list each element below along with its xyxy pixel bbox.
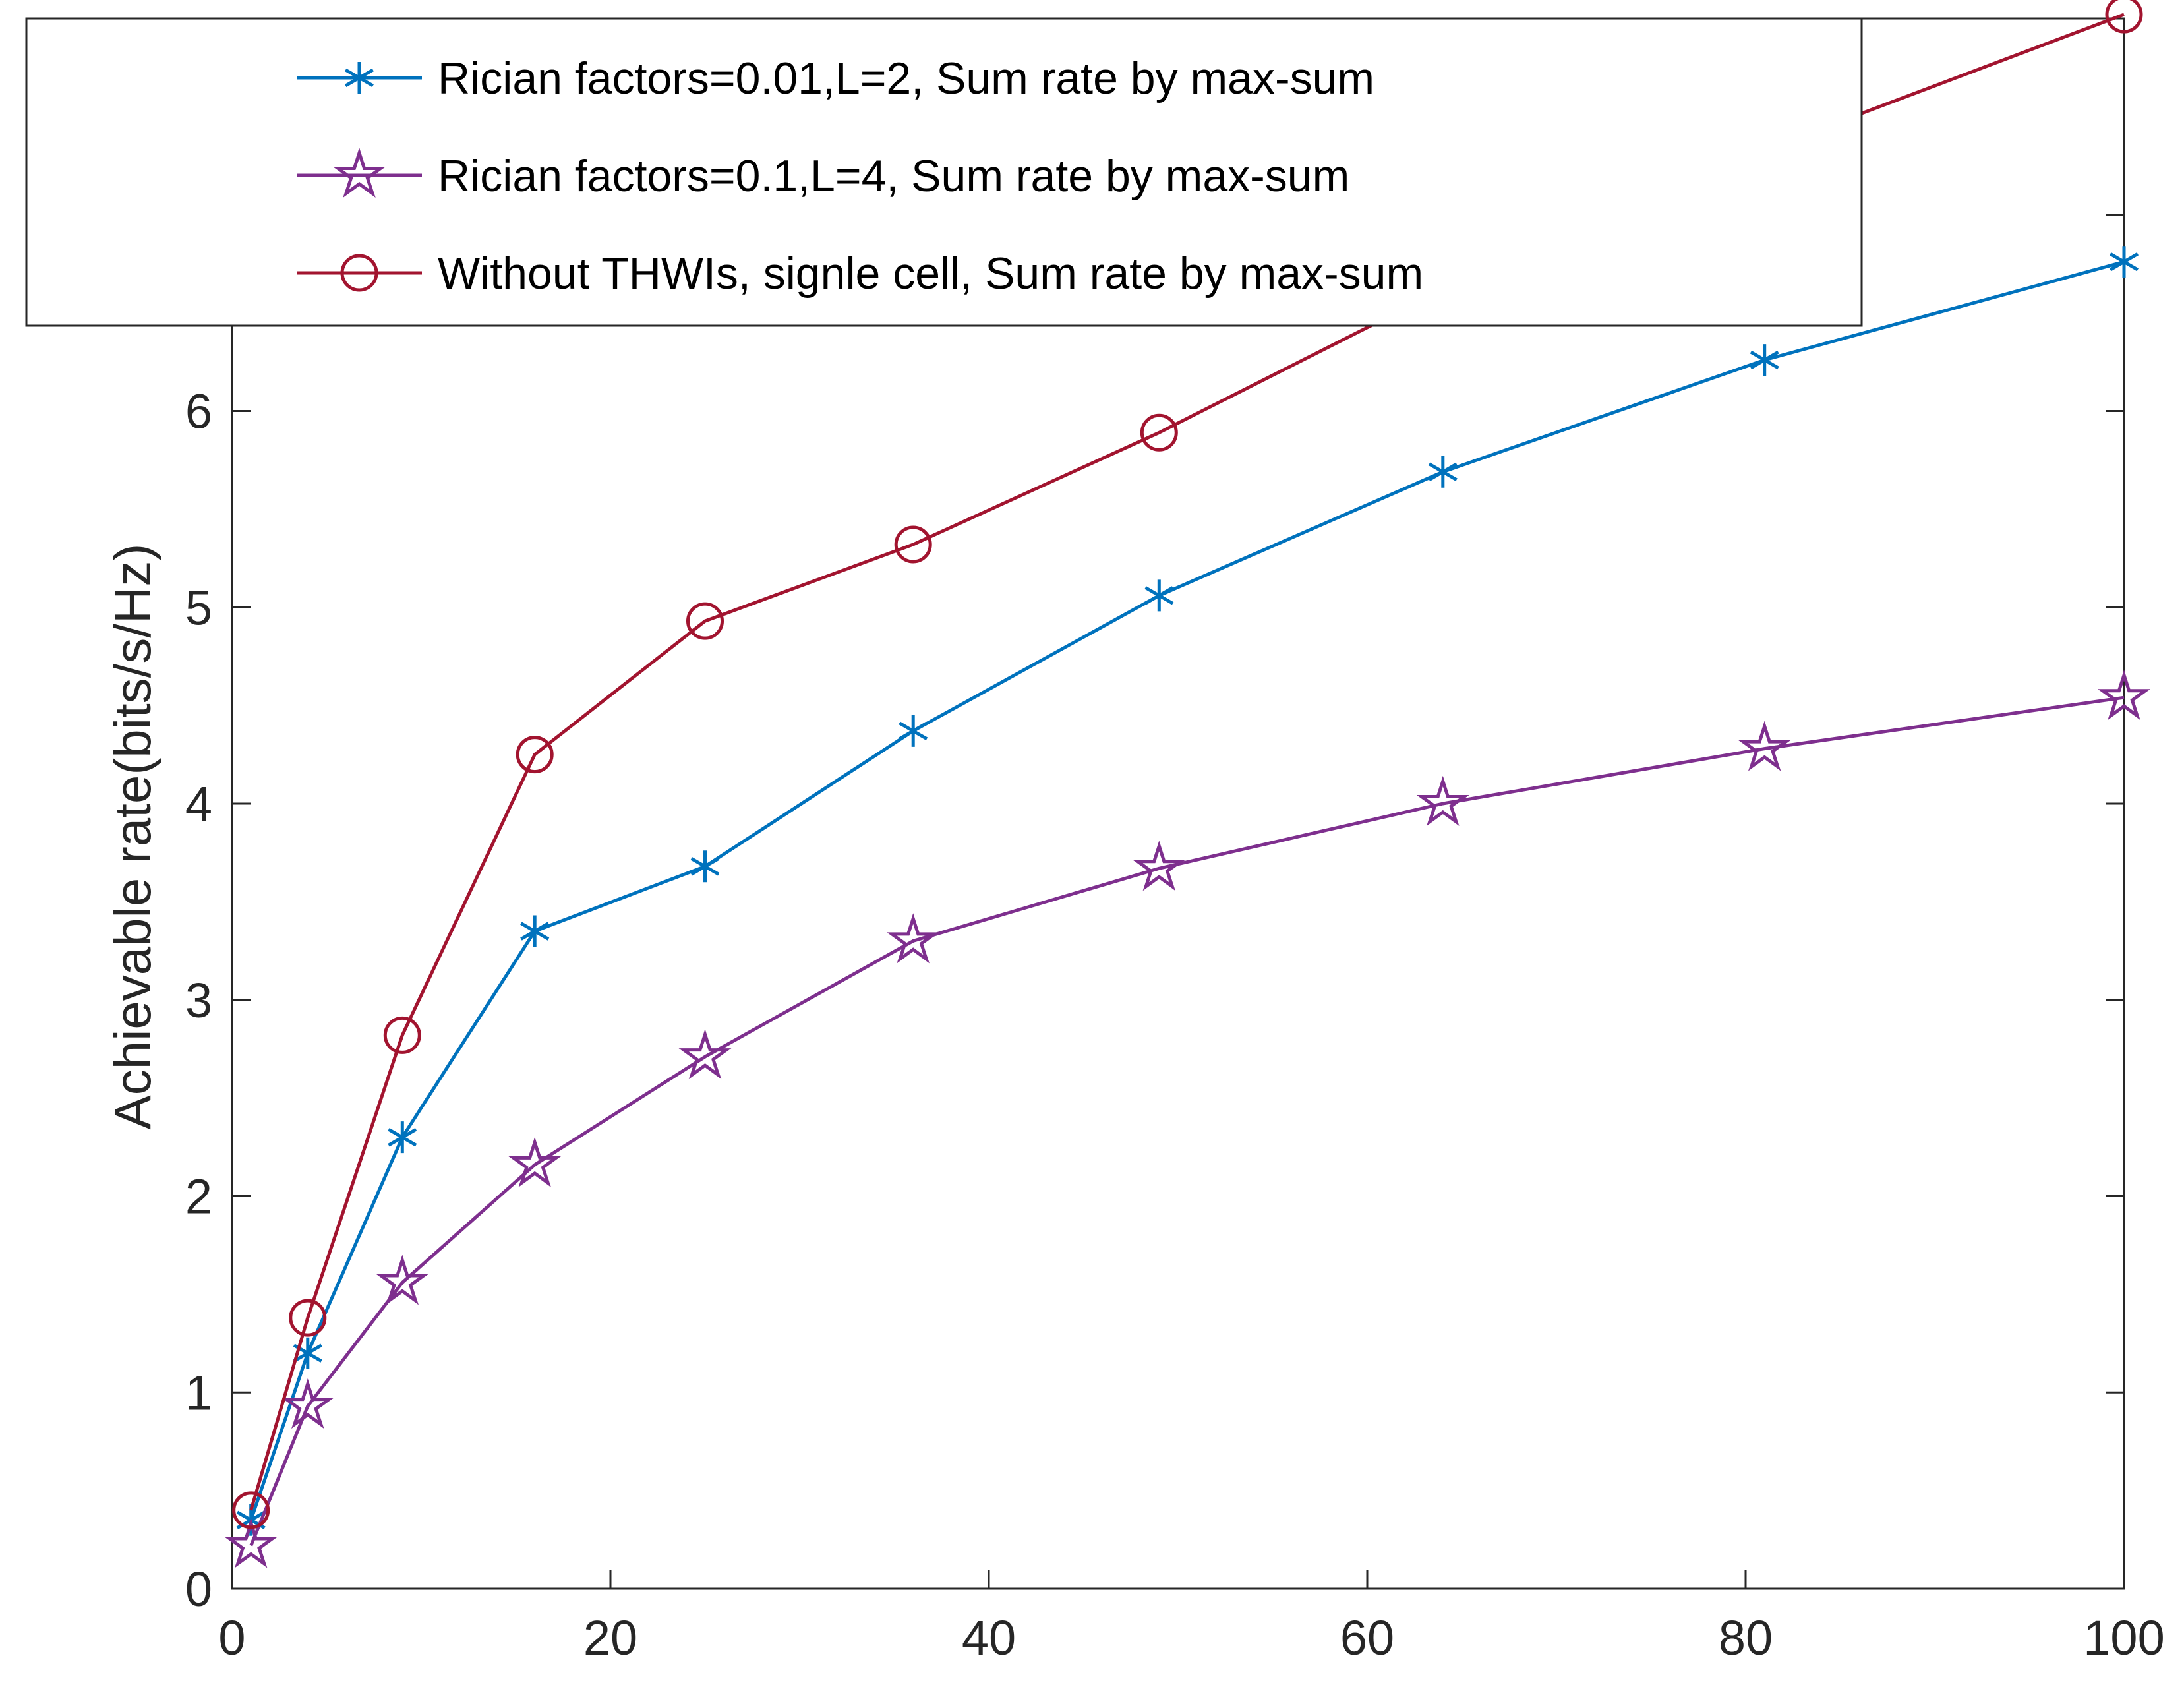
series-1-point [2109, 246, 2139, 278]
legend-marker-3 [340, 254, 378, 292]
series-2-point [224, 1518, 278, 1568]
series-1-point [520, 915, 550, 947]
series-2-point [376, 1255, 429, 1305]
series-3-point [289, 1299, 327, 1337]
y-axis-label: Achievable rate(bits/s/Hz) [103, 544, 162, 1130]
y-tick-label: 5 [185, 580, 212, 635]
legend-marker-2 [333, 147, 386, 198]
y-tick-label: 3 [185, 973, 212, 1028]
series-3-point [232, 1491, 270, 1529]
series-1-point [1144, 579, 1174, 612]
y-tick-label: 4 [185, 777, 212, 831]
series-3-point [894, 525, 932, 564]
legend: Rician factors=0.01,L=2, Sum rate by max… [25, 17, 1863, 327]
legend-marker-1 [344, 62, 374, 94]
series-2-point [1738, 721, 1791, 771]
series-1-point [1750, 344, 1779, 376]
y-tick-label: 0 [185, 1562, 212, 1616]
x-tick-label: 0 [218, 1610, 245, 1665]
y-tick-label: 2 [185, 1169, 212, 1224]
series-3-point [383, 1016, 421, 1054]
series-3-point [2105, 0, 2143, 34]
series-2-point [508, 1137, 562, 1187]
series-1-point [690, 850, 720, 883]
y-tick-label: 1 [185, 1365, 212, 1420]
series-3-point [1140, 413, 1178, 452]
x-tick-label: 60 [1340, 1610, 1394, 1665]
series-2-point [678, 1028, 732, 1080]
legend-entry-2: Rician factors=0.1,L=4, Sum rate by max-… [297, 147, 1349, 201]
legend-label-2: Rician factors=0.1,L=4, Sum rate by max-… [438, 151, 1349, 201]
series-1-point [388, 1121, 417, 1154]
series-2-line [249, 695, 2125, 1547]
x-tick-label: 40 [962, 1610, 1016, 1665]
series-1-point [899, 715, 928, 747]
x-tick-label: 20 [583, 1610, 637, 1665]
legend-entry-1: Rician factors=0.01,L=2, Sum rate by max… [297, 53, 1374, 103]
series-2-point [1416, 775, 1469, 827]
legend-entry-3: Without THWIs, signle cell, Sum rate by … [297, 249, 1423, 299]
x-tick-label: 80 [1719, 1610, 1773, 1665]
series-2-point [1133, 841, 1186, 891]
series-1-line [249, 260, 2125, 1521]
series-1-point [1428, 456, 1458, 488]
series-2 [224, 670, 2150, 1568]
legend-label-1: Rician factors=0.01,L=2, Sum rate by max… [438, 53, 1374, 103]
series-1 [236, 246, 2139, 1536]
series-3-point [686, 602, 724, 640]
series-2-point [887, 913, 940, 964]
legend-label-3: Without THWIs, signle cell, Sum rate by … [438, 249, 1423, 299]
series-2-point [2098, 670, 2150, 721]
y-tick-label: 6 [185, 384, 212, 439]
series-2-point [281, 1378, 334, 1429]
series-3-point [516, 736, 554, 774]
x-tick-label: 100 [2083, 1610, 2164, 1665]
